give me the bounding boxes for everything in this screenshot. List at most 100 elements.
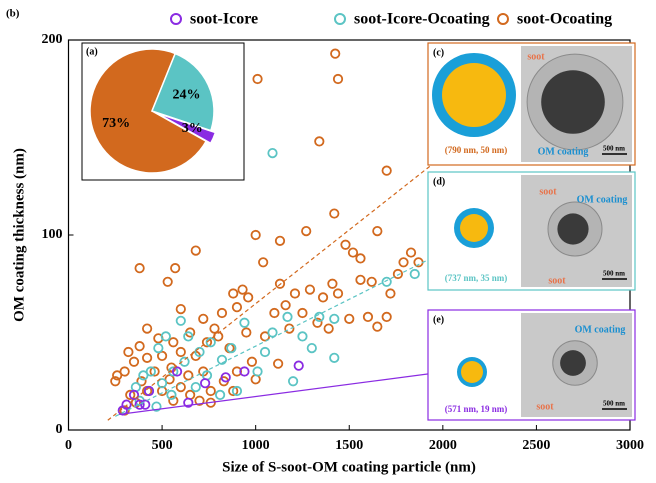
point xyxy=(329,313,340,324)
point xyxy=(258,257,269,268)
point xyxy=(231,385,243,397)
point xyxy=(175,381,186,393)
point xyxy=(190,381,201,393)
point xyxy=(168,395,179,406)
point xyxy=(284,323,295,334)
point xyxy=(190,245,201,256)
point xyxy=(142,323,153,334)
pie-slice xyxy=(89,48,208,174)
inset-label: (d) xyxy=(433,176,445,187)
point xyxy=(259,346,271,358)
point xyxy=(246,356,258,367)
point xyxy=(183,331,194,342)
point xyxy=(317,292,329,303)
inset-annotation: OM coating xyxy=(575,324,626,335)
point xyxy=(398,257,409,268)
point xyxy=(241,327,252,338)
point xyxy=(156,378,168,389)
point xyxy=(136,376,147,387)
point xyxy=(362,311,374,322)
point xyxy=(140,399,151,410)
point xyxy=(355,253,366,264)
point xyxy=(314,136,325,147)
point xyxy=(179,356,190,367)
point xyxy=(366,276,377,287)
point xyxy=(194,395,205,406)
legend-marker xyxy=(497,13,509,25)
fit-line xyxy=(118,370,447,415)
scale-bar-label: 500 nm xyxy=(603,270,625,278)
x-tick-label: 1000 xyxy=(242,438,270,453)
x-tick-label: 3000 xyxy=(616,438,644,453)
x-tick-label: 0 xyxy=(65,438,72,453)
point xyxy=(125,389,136,400)
inset-annotation: soot xyxy=(548,275,566,286)
y-tick-label: 200 xyxy=(42,32,63,47)
inset-annotation: soot xyxy=(539,186,557,197)
point xyxy=(344,313,355,324)
inset-caption: (790 nm, 50 nm) xyxy=(445,145,508,155)
point xyxy=(329,352,340,363)
point xyxy=(381,165,392,176)
point xyxy=(372,321,383,332)
point xyxy=(170,263,181,274)
inset-annotation: OM coating xyxy=(538,146,589,157)
point xyxy=(280,300,291,311)
point xyxy=(119,366,130,377)
point xyxy=(168,337,179,348)
scale-bar-label: 500 nm xyxy=(603,400,625,408)
point xyxy=(282,311,293,322)
core xyxy=(442,63,506,127)
inset-label: (c) xyxy=(433,47,444,58)
tem-soot xyxy=(560,350,586,376)
pie-label: 3% xyxy=(182,121,203,136)
point xyxy=(209,323,220,334)
point xyxy=(112,370,123,381)
x-tick-label: 2000 xyxy=(429,438,457,453)
y-axis-title: OM coating thickness (nm) xyxy=(11,148,27,322)
point xyxy=(340,239,351,250)
point xyxy=(216,307,228,319)
point xyxy=(166,389,177,400)
point xyxy=(171,366,183,377)
point xyxy=(381,276,392,287)
tem-soot xyxy=(541,70,605,134)
point xyxy=(289,288,301,299)
inset-caption: (737 nm, 35 nm) xyxy=(445,273,508,283)
fit-line xyxy=(115,250,447,417)
point xyxy=(330,48,341,59)
point xyxy=(329,208,340,219)
point xyxy=(259,331,271,342)
point xyxy=(332,73,344,85)
point xyxy=(220,372,231,383)
point xyxy=(252,366,263,377)
x-tick-label: 500 xyxy=(152,438,173,453)
point xyxy=(151,401,162,412)
point xyxy=(205,385,216,397)
core xyxy=(460,214,488,242)
point xyxy=(143,385,155,397)
point xyxy=(134,263,145,274)
point xyxy=(138,370,149,381)
inset-annotation: soot xyxy=(536,401,554,412)
y-tick-label: 100 xyxy=(42,227,63,242)
point xyxy=(355,274,366,285)
point xyxy=(231,366,243,377)
point xyxy=(381,311,392,322)
x-tick-label: 1500 xyxy=(335,438,363,453)
point xyxy=(327,278,338,289)
point xyxy=(145,366,156,377)
point xyxy=(228,288,239,299)
point xyxy=(323,323,334,334)
point xyxy=(183,370,194,381)
point xyxy=(201,337,213,348)
point xyxy=(252,73,263,85)
point xyxy=(175,346,186,358)
legend-label: soot-Icore-Ocoating xyxy=(354,11,490,28)
legend-label: soot-Ocoating xyxy=(517,11,612,28)
x-axis-title: Size of S-soot-OM coating particle (nm) xyxy=(222,459,476,475)
point xyxy=(215,389,226,400)
point xyxy=(237,284,248,295)
point xyxy=(297,331,308,342)
point xyxy=(273,358,284,369)
